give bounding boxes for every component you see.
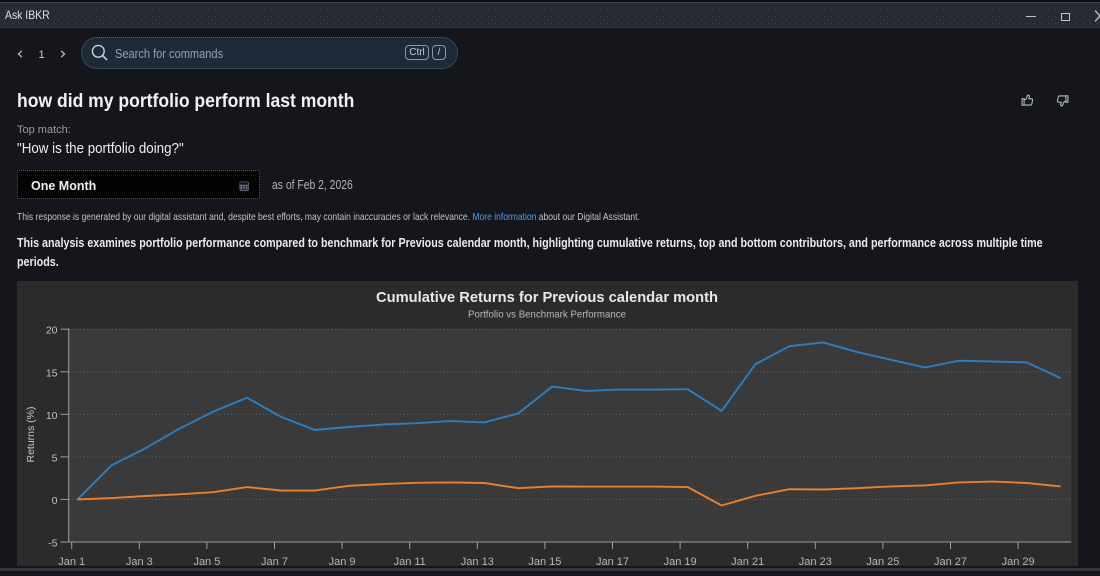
svg-text:10: 10 xyxy=(46,410,58,422)
svg-text:Jan 25: Jan 25 xyxy=(866,556,899,566)
svg-text:Jan 9: Jan 9 xyxy=(329,556,356,566)
svg-text:Jan 7: Jan 7 xyxy=(261,556,288,566)
svg-text:Jan 5: Jan 5 xyxy=(193,556,220,566)
svg-text:Jan 11: Jan 11 xyxy=(394,556,426,566)
svg-text:-5: -5 xyxy=(48,538,57,550)
svg-text:Jan 15: Jan 15 xyxy=(528,556,561,566)
svg-text:Returns (%): Returns (%) xyxy=(25,406,37,462)
svg-text:Jan 3: Jan 3 xyxy=(126,556,153,566)
svg-text:0: 0 xyxy=(52,495,58,507)
svg-text:20: 20 xyxy=(46,325,58,337)
svg-text:Jan 21: Jan 21 xyxy=(731,556,764,566)
svg-text:Jan 27: Jan 27 xyxy=(934,556,967,566)
svg-text:15: 15 xyxy=(46,367,58,379)
svg-text:Cumulative Returns for Previou: Cumulative Returns for Previous calendar… xyxy=(376,289,718,306)
svg-text:Jan 23: Jan 23 xyxy=(799,556,832,566)
svg-text:Jan 19: Jan 19 xyxy=(664,556,697,566)
svg-text:Jan 13: Jan 13 xyxy=(461,556,494,566)
svg-text:Jan 1: Jan 1 xyxy=(58,556,85,566)
svg-text:Jan 17: Jan 17 xyxy=(596,556,629,566)
svg-text:Jan 29: Jan 29 xyxy=(1002,556,1035,566)
svg-text:5: 5 xyxy=(52,452,58,464)
svg-text:Portfolio vs Benchmark Perform: Portfolio vs Benchmark Performance xyxy=(468,309,626,321)
